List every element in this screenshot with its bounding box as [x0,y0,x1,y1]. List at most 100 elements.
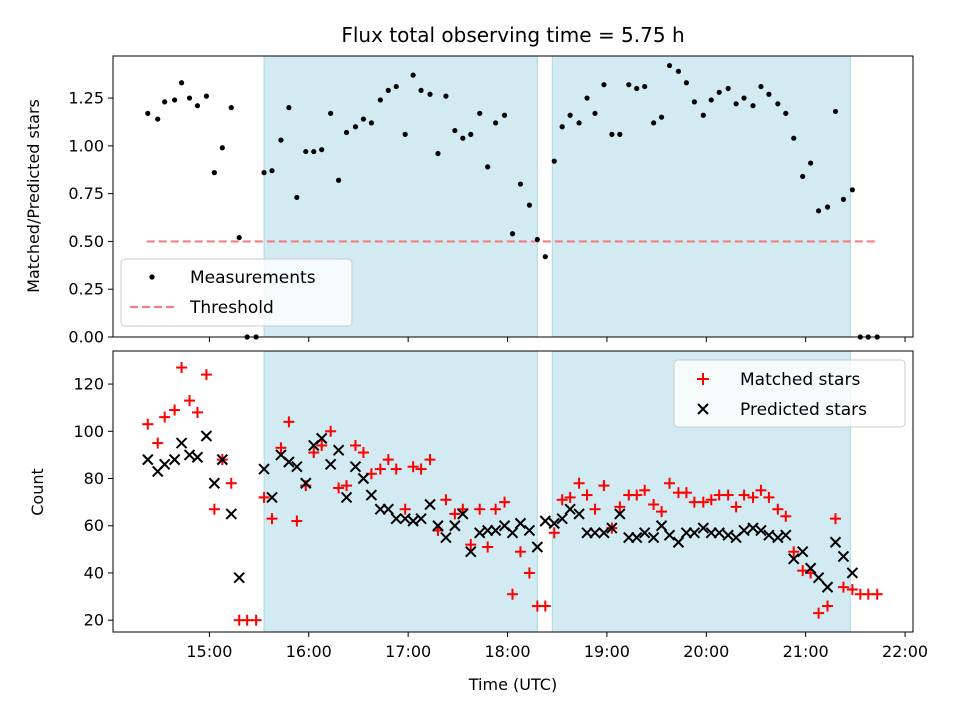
predicted-star-point [390,512,402,525]
y-tick-label: 0.25 [68,280,104,299]
legend-matched-label: Matched stars [740,370,860,390]
matched-star-point [680,487,692,499]
legend-measurements-label: Measurements [190,268,316,288]
predicted-star-point [365,489,378,501]
matched-star-point [589,503,601,515]
predicted-star-point [266,491,278,504]
x-stroke-b [514,517,527,530]
measurement-point [708,97,714,103]
x-stroke-b [780,529,792,541]
x-axis-label: Time (UTC) [468,675,557,694]
measurement-point [683,80,690,86]
x-stroke-b [291,460,303,473]
predicted-star-point [300,477,312,489]
matched-star-point [722,489,734,501]
measurement-point [427,91,433,97]
x-tick-label: 19:00 [584,642,630,661]
measurement-point [849,187,855,193]
top-y-axis-label: Matched/Predicted stars [24,99,43,293]
measurement-point [750,103,756,109]
measurements-series [145,62,880,340]
x-stroke-b [457,508,469,520]
x-stroke-b [382,503,394,515]
predicted-star-point [772,531,784,544]
matched-star-point [772,503,784,515]
predicted-star-point [449,520,461,532]
measurement-point [443,93,449,99]
predicted-star-point [514,517,527,530]
y-tick-label: 40 [84,563,104,582]
bottom-legend: Matched stars Predicted stars [673,359,906,428]
predicted-star-point [382,503,394,515]
measurement-point [617,131,623,137]
predicted-star-point [432,520,444,532]
x-stroke-b [183,449,196,461]
measurement-point [824,204,831,210]
predicted-star-point [780,529,792,541]
predicted-star-point [357,472,370,485]
predicted-star-point [183,449,196,461]
x-stroke-b [804,562,817,574]
predicted-star-point [655,520,668,532]
y-tick-label: 120 [73,375,104,394]
predicted-star-point [598,527,610,539]
measurement-point [815,208,822,214]
x-stroke-b [216,453,229,466]
measurement-point [343,129,350,136]
matched-star-point [797,565,809,577]
predicted-star-point [283,456,295,468]
measurement-point [634,85,640,92]
measurement-point [393,83,399,90]
x-stroke-b [233,571,245,584]
x-stroke-b [755,524,767,537]
y-tick-label: 20 [84,611,104,630]
x-tick-label: 18:00 [484,642,530,661]
predicted-stars-series [142,430,859,593]
matched-star-point [539,600,551,612]
predicted-star-point [340,491,353,504]
measurement-point [808,160,814,166]
predicted-star-point [258,463,270,475]
measurement-point [501,112,508,118]
measurement-point [691,99,697,105]
x-tick-label: 17:00 [385,642,431,661]
x-stroke-b [523,524,536,537]
x-stroke-b [357,472,370,485]
bottom-x-axis: 15:00 16:00 17:00 18:00 19:00 20:00 21:00 22:00 [186,632,928,661]
measurement-point [783,110,789,116]
measurement-point [468,131,474,137]
measurement-point [311,148,317,155]
x-tick-label: 15:00 [186,642,232,661]
top-y-axis: 0.00 0.25 0.50 0.75 1.00 1.25 [68,89,113,347]
predicted-star-point [399,512,411,525]
predicted-star-point [796,546,809,558]
measurement-point [534,236,540,243]
x-stroke-b [614,508,626,520]
matched-star-point [614,501,626,513]
x-stroke-b [390,512,402,525]
y-tick-label: 0.75 [68,184,104,203]
legend-threshold-label: Threshold [189,298,274,318]
predicted-star-point [168,453,181,466]
matched-star-point [581,489,593,501]
x-stroke-b [315,432,328,445]
measurement-point [493,120,499,126]
measurement-point [452,127,458,134]
top-legend-box [120,258,353,327]
matched-star-point [548,527,560,539]
predicted-star-point [324,458,337,471]
predicted-star-point [158,458,171,471]
x-stroke-b [722,529,734,541]
measurement-point [517,181,524,187]
matched-star-point [283,416,295,428]
measurement-point [328,110,334,116]
x-stroke-b [399,512,411,525]
measurement-point [211,170,217,176]
measurement-point [352,124,359,130]
predicted-star-point [755,524,767,537]
measurement-point [172,97,178,103]
legend-predicted-label: Predicted stars [740,400,867,420]
predicted-star-point [506,527,519,539]
matched-star-point [333,482,345,494]
